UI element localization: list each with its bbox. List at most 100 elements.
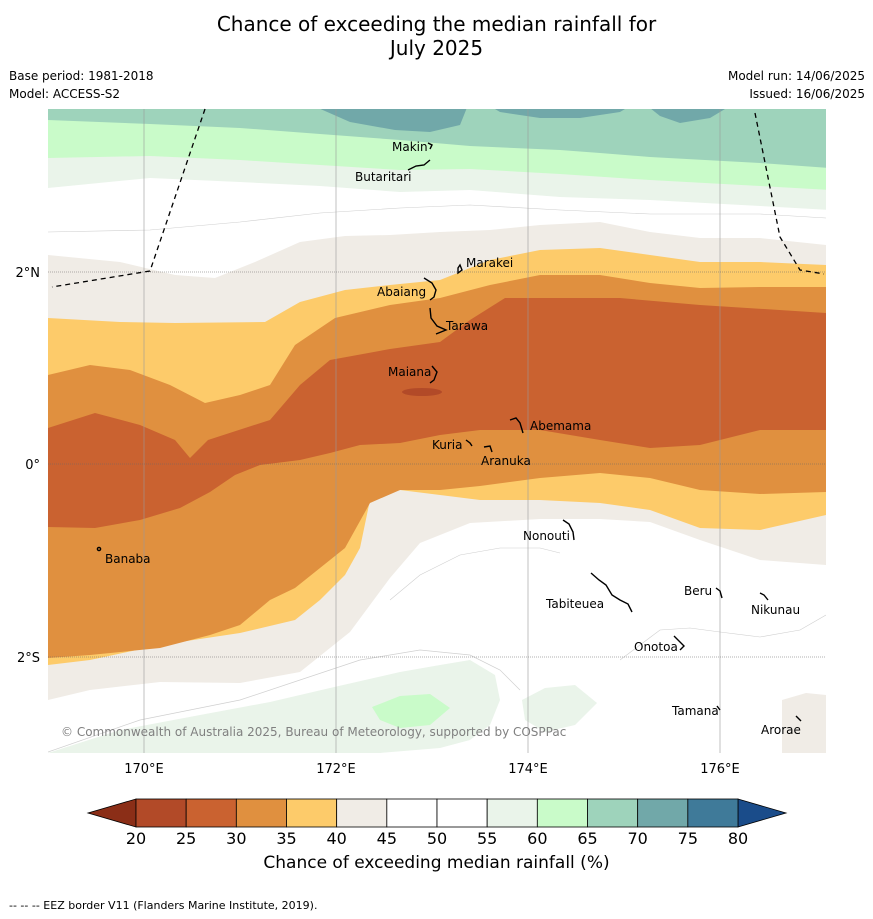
colorbar-tick-label: 35	[276, 829, 296, 848]
island-abemama-outline	[509, 417, 524, 434]
colorbar-tick-label: 25	[176, 829, 196, 848]
band-65-70-north	[48, 109, 826, 168]
lon-tick-172: 172°E	[316, 762, 356, 777]
issued-date: Issued: 16/06/2025	[749, 87, 865, 101]
colorbar-tick-label: 30	[226, 829, 246, 848]
colorbar-swatch	[536, 798, 588, 828]
model-name: Model: ACCESS-S2	[9, 87, 121, 101]
colorbar-swatch	[135, 798, 187, 828]
island-tamana-outline	[716, 705, 721, 711]
lon-tick-174: 174°E	[508, 762, 548, 777]
colorbar-swatch	[436, 798, 488, 828]
island-onotoa-outline	[673, 635, 685, 651]
island-marakei-outline	[457, 263, 463, 275]
colorbar-swatch	[336, 798, 388, 828]
title-line-2: July 2025	[389, 36, 484, 60]
band-40-45-south	[782, 693, 826, 753]
label-butaritari: Butaritari	[355, 170, 412, 184]
label-arorae: Arorae	[761, 723, 801, 737]
band-20-25-spot	[402, 388, 442, 396]
colorbar-tick-label: 40	[326, 829, 346, 848]
band-70-75-north-2	[495, 109, 625, 118]
colorbar-label: Chance of exceeding median rainfall (%)	[263, 853, 610, 873]
colorbar-tick-label: 75	[678, 829, 698, 848]
label-beru: Beru	[684, 584, 712, 598]
label-aranuka: Aranuka	[481, 454, 531, 468]
contour-fields	[48, 109, 826, 753]
label-tabiteuea: Tabiteuea	[545, 597, 604, 611]
lon-tick-labels: 170°E 172°E 174°E 176°E	[124, 762, 740, 777]
island-nikunau-outline	[759, 592, 769, 601]
colorbar-swatch	[386, 798, 438, 828]
island-labels: Makin Butaritari Marakei Abaiang Tarawa …	[105, 140, 801, 737]
colorbar-swatch	[687, 798, 739, 828]
title-line-1: Chance of exceeding the median rainfall …	[216, 12, 657, 36]
island-banaba-outline	[96, 546, 102, 552]
island-kuria-outline	[465, 439, 473, 447]
colorbar-tick-label: 70	[627, 829, 647, 848]
band-25-30	[48, 298, 826, 528]
colorbar-tick-label: 60	[527, 829, 547, 848]
colorbar-swatch	[286, 798, 338, 828]
label-banaba: Banaba	[105, 552, 151, 566]
label-kuria: Kuria	[432, 438, 463, 452]
lon-tick-176: 176°E	[700, 762, 740, 777]
colorbar-swatch	[587, 798, 639, 828]
right-metadata: Model run: 14/06/2025 Issued: 16/06/2025	[728, 67, 865, 103]
colorbar-swatch	[185, 798, 237, 828]
island-aranuka-outline	[483, 445, 493, 453]
label-nikunau: Nikunau	[751, 603, 800, 617]
colorbar-tick-label: 80	[728, 829, 748, 848]
label-tarawa: Tarawa	[445, 319, 488, 333]
eez-footnote: -- -- -- EEZ border V11 (Flanders Marine…	[9, 899, 318, 912]
colorbar-swatch	[486, 798, 538, 828]
colorbar-tick-label: 65	[577, 829, 597, 848]
colorbar-tick-label: 20	[126, 829, 146, 848]
colorbar-under-arrow	[86, 798, 137, 828]
island-abaiang-outline	[423, 277, 437, 301]
eez-border-west	[51, 108, 206, 288]
contour-lines	[48, 204, 826, 661]
colorbar-tick-label: 45	[377, 829, 397, 848]
label-nonouti: Nonouti	[523, 529, 570, 543]
base-period: Base period: 1981-2018	[9, 69, 154, 83]
island-beru-outline	[715, 587, 723, 599]
eez-border-east	[754, 112, 825, 275]
band-55-60-south-2	[522, 685, 597, 732]
chart-title: Chance of exceeding the median rainfall …	[0, 12, 873, 60]
label-onotoa: Onotoa	[634, 640, 678, 654]
island-maiana-outline	[429, 365, 438, 384]
lat-tick-2s: 2°S	[17, 651, 40, 666]
colorbar-tick-label: 50	[427, 829, 447, 848]
island-tabiteuea-outline	[590, 572, 633, 613]
lat-tick-2n: 2°N	[16, 266, 41, 281]
island-outlines	[96, 142, 802, 722]
label-marakei: Marakei	[466, 256, 513, 270]
island-makin-outline	[427, 142, 433, 150]
band-55-60-south-1	[48, 660, 500, 753]
band-60-65-south-1	[372, 694, 450, 728]
colorbar-over-arrow	[737, 798, 788, 828]
colorbar-tick-label: 55	[477, 829, 497, 848]
colorbar: 20 25 30 35 40 45 50 55 60 65 70 75 80	[86, 798, 788, 848]
band-70-75-north	[320, 109, 467, 132]
island-butaritari-outline	[407, 159, 431, 171]
island-tarawa-outline	[429, 307, 448, 335]
label-abaiang: Abaiang	[377, 285, 426, 299]
island-arorae-outline	[795, 715, 802, 722]
colorbar-swatch	[235, 798, 287, 828]
lat-tick-labels: 2°N 0° 2°S	[16, 266, 41, 666]
lon-tick-170: 170°E	[124, 762, 164, 777]
band-50-55-south-contour	[48, 649, 521, 753]
label-makin: Makin	[392, 140, 428, 154]
eez-borders	[51, 108, 825, 288]
label-tamana: Tamana	[671, 704, 719, 718]
band-70-75-north-3	[651, 109, 725, 123]
model-run: Model run: 14/06/2025	[727, 69, 865, 83]
parallels	[48, 271, 826, 658]
gridlines	[143, 109, 721, 753]
left-metadata: Base period: 1981-2018 Model: ACCESS-S2	[9, 67, 154, 103]
label-abemama: Abemama	[530, 419, 591, 433]
colorbar-swatch	[637, 798, 689, 828]
lat-tick-0: 0°	[25, 458, 40, 473]
